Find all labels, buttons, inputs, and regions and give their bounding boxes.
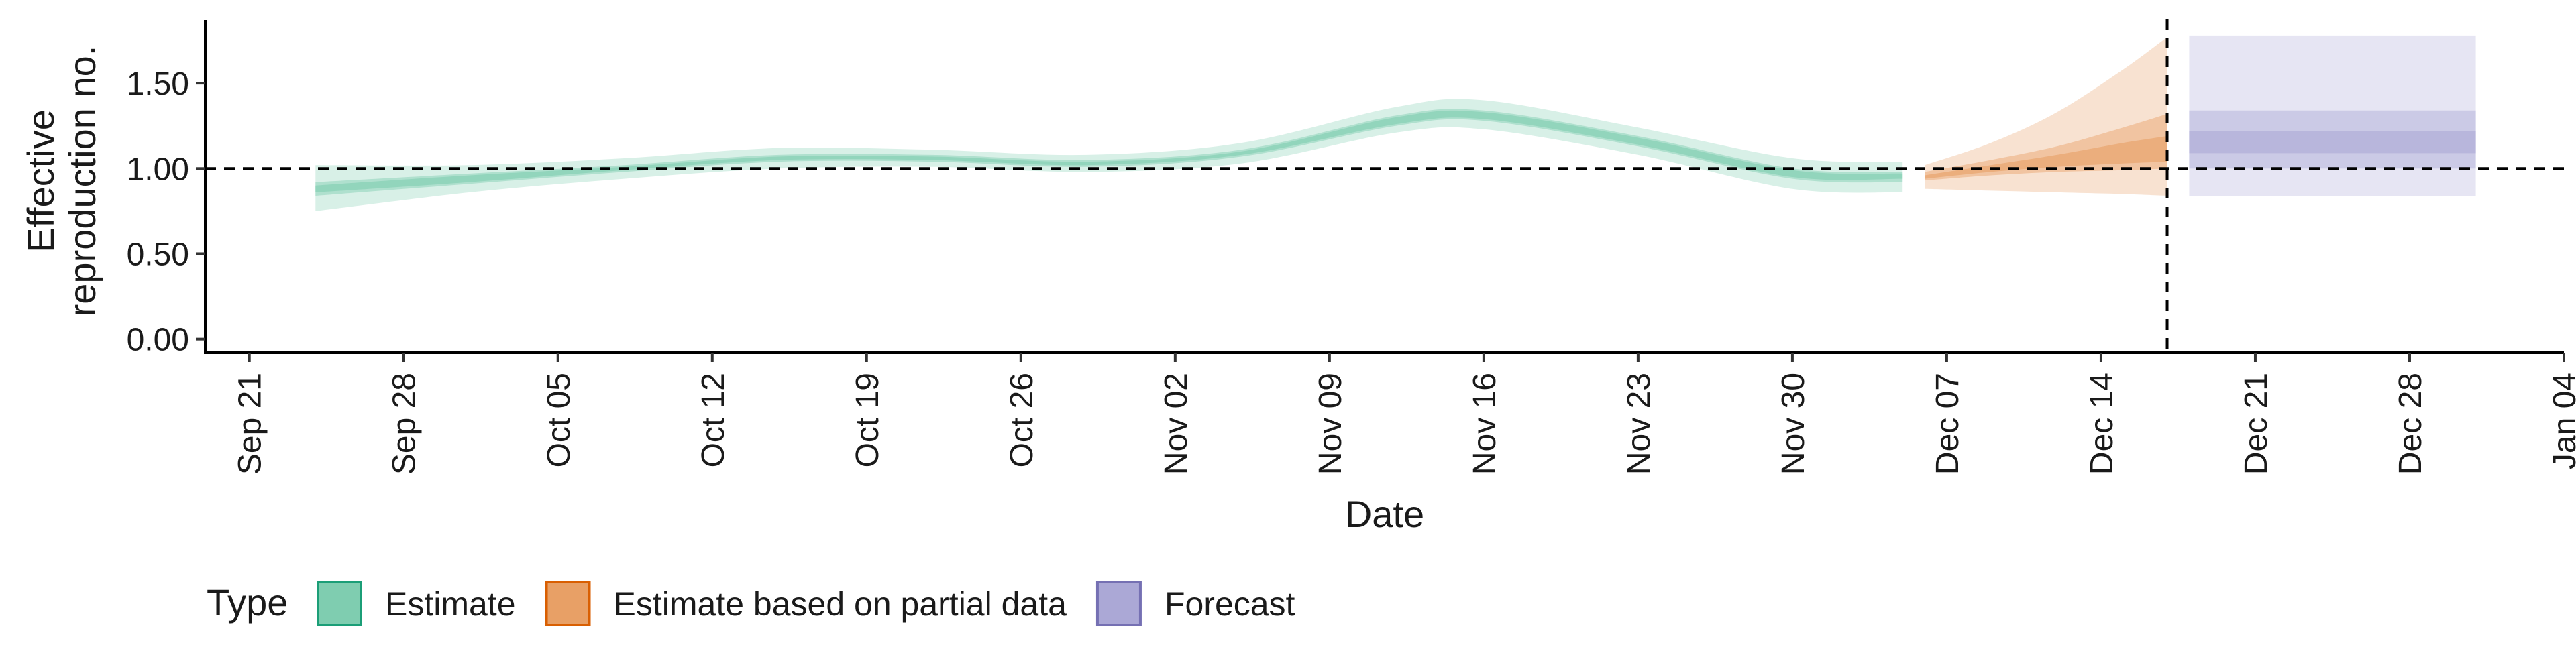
- y-tick-label: 1.50: [127, 66, 189, 102]
- series-estimate: [315, 99, 1903, 211]
- legend-item-forecast: Forecast: [1095, 581, 1295, 626]
- legend-label: Estimate based on partial data: [614, 585, 1067, 623]
- band-20-estimate-based-on-partial-data: [1925, 136, 2167, 179]
- legend-swatch: [1095, 581, 1142, 626]
- x-tick-label: Sep 28: [387, 373, 423, 475]
- y-ticks: 0.00 0.50 1.00 1.50: [127, 66, 205, 358]
- x-tick-label: Oct 26: [1004, 373, 1040, 467]
- legend-label: Estimate: [385, 585, 516, 623]
- x-tick-label: Jan 04: [2547, 373, 2576, 469]
- x-tick-label: Dec 21: [2239, 373, 2274, 475]
- x-tick-label: Oct 12: [696, 373, 731, 467]
- x-tick-label: Oct 19: [850, 373, 885, 467]
- legend-label: Forecast: [1165, 585, 1295, 623]
- series-estimate-based-on-partial-data: [1925, 37, 2167, 196]
- legend-title: Type: [207, 581, 288, 624]
- x-tick-label: Nov 16: [1467, 373, 1503, 475]
- legend: Type Estimate Estimate based on partial d…: [207, 581, 1295, 626]
- x-tick-label: Nov 02: [1159, 373, 1194, 475]
- y-tick-label: 0.50: [127, 237, 189, 272]
- axes: [204, 20, 2564, 354]
- y-tick-label: 0.00: [127, 322, 189, 358]
- y-axis-title-line1: Effective: [19, 109, 62, 253]
- y-axis-title-line2: reproduction no.: [61, 46, 103, 317]
- x-tick-label: Dec 07: [1930, 373, 1966, 475]
- x-tick-label: Dec 28: [2393, 373, 2428, 475]
- legend-item-estimate: Estimate: [317, 581, 516, 626]
- interval-bands: [315, 35, 2476, 211]
- x-tick-label: Oct 05: [541, 373, 577, 467]
- band-90-forecast: [2189, 35, 2476, 196]
- x-tick-label: Nov 09: [1313, 373, 1348, 475]
- legend-swatch: [545, 581, 591, 626]
- x-axis-title: Date: [1345, 493, 1424, 535]
- x-ticks: Sep 21 Sep 28 Oct 05 Oct 12 Oct 19 Oct 26 Nov …: [233, 353, 2576, 475]
- x-tick-label: Nov 30: [1776, 373, 1811, 475]
- x-tick-label: Nov 23: [1621, 373, 1657, 475]
- legend-item-estimate-based-on-partial-data: Estimate based on partial data: [545, 581, 1067, 626]
- legend-swatch: [317, 581, 362, 626]
- series-forecast: [2189, 35, 2476, 196]
- y-axis-title: Effective reproduction no.: [19, 46, 103, 317]
- x-tick-label: Sep 21: [233, 373, 268, 475]
- band-90-estimate: [315, 99, 1903, 211]
- x-tick-label: Dec 14: [2084, 373, 2120, 475]
- y-tick-label: 1.00: [127, 152, 189, 187]
- band-20-forecast: [2189, 131, 2476, 154]
